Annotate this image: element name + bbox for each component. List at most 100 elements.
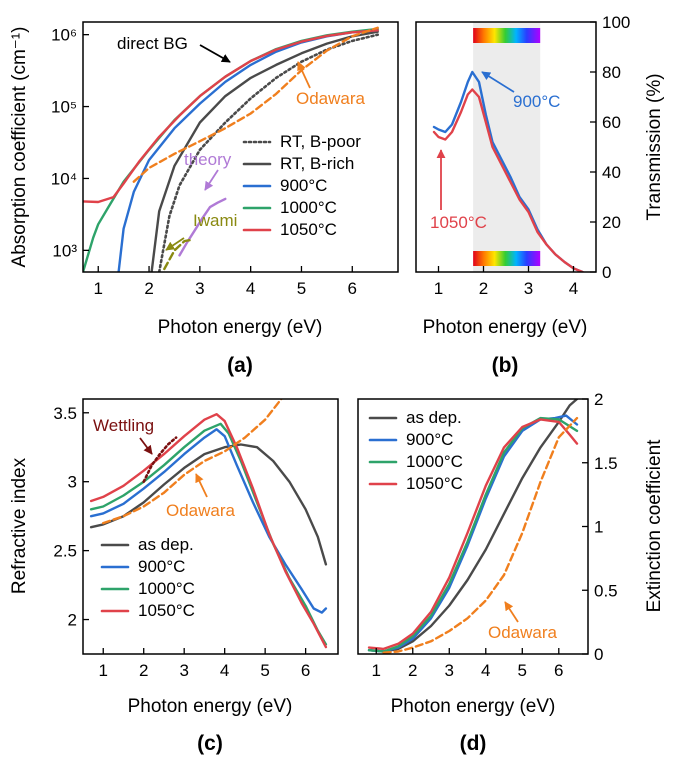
legend-label: 1000°C (280, 198, 337, 217)
series-a-c900 (117, 29, 379, 272)
xtick-label: 5 (518, 661, 527, 680)
xtick-label: 4 (246, 279, 255, 298)
panel-c-series (89, 399, 328, 649)
panel-a: 1 2 3 4 5 6 10³ 10⁴ 10⁵ 10⁶ Photon energy (eV) Ab… (9, 21, 399, 377)
ytick-label: 0.5 (594, 581, 618, 600)
series-c-odawara (101, 399, 283, 525)
ytick-label: 10³ (52, 241, 77, 260)
ytick-label: 1.5 (594, 454, 618, 473)
panel-b-xlabel: Photon energy (eV) (423, 317, 588, 338)
series-b-c1050 (432, 88, 584, 272)
arrow-900c-b (481, 71, 515, 93)
series-a-theory (178, 197, 227, 257)
xtick-label: 1 (372, 661, 381, 680)
series-c-wettling (142, 436, 178, 484)
series-c-c1000 (89, 422, 328, 646)
arrow-iwami (165, 237, 185, 251)
panel-c-frame (82, 398, 339, 655)
legend-label: 1050°C (280, 220, 337, 239)
ytick-label: 60 (602, 113, 621, 132)
ytick-label: 1 (594, 518, 603, 537)
legend-label: 1000°C (406, 452, 463, 471)
ytick-label: 2.5 (53, 542, 77, 561)
panel-c-ticks: 1 2 3 4 5 6 2 2.5 3 3.5 (53, 404, 310, 680)
panel-c: 1 2 3 4 5 6 2 2.5 3 3.5 Photon energy (eV) Refrac… (9, 398, 339, 755)
series-c-c900 (89, 428, 328, 614)
series-d-as_dep (367, 399, 579, 653)
legend-label: RT, B-rich (280, 154, 354, 173)
annotation-wettling: Wettling (93, 416, 154, 435)
ytick-label: 10⁶ (51, 26, 77, 45)
panel-d-ylabel: Extinction coefficient (644, 439, 665, 613)
xtick-label: 2 (139, 661, 148, 680)
xtick-label: 3 (445, 661, 454, 680)
series-d-c900 (367, 414, 579, 653)
annotation-odawara-d: Odawara (488, 623, 558, 642)
annotation-theory: theory (184, 150, 232, 169)
legend-label: RT, B-poor (280, 132, 361, 151)
legend-label: 900°C (280, 176, 327, 195)
ytick-label: 0 (594, 645, 603, 664)
series-d-c1050 (367, 418, 579, 651)
legend-label: 1000°C (138, 579, 195, 598)
xtick-label: 6 (554, 661, 563, 680)
legend-label: 1050°C (406, 474, 463, 493)
ytick-label: 80 (602, 63, 621, 82)
xtick-label: 6 (301, 661, 310, 680)
xtick-label: 4 (481, 661, 490, 680)
panel-d: 1 2 3 4 5 6 0 0.5 1 1.5 2 Photon energy (eV) Extin… (357, 390, 665, 755)
series-a-odawara (132, 26, 379, 183)
annotation-direct-bg: direct BG (117, 34, 188, 53)
arrow-odawara-c (195, 473, 208, 498)
panel-a-xlabel: Photon energy (eV) (158, 317, 323, 338)
xtick-label: 5 (297, 279, 306, 298)
xtick-label: 1 (434, 279, 443, 298)
xtick-label: 1 (94, 279, 103, 298)
xtick-label: 1 (99, 661, 108, 680)
ytick-label: 10⁴ (51, 169, 77, 188)
arrow-wettling (139, 437, 153, 455)
visible-band (473, 22, 541, 272)
panel-a-legend: RT, B-poor RT, B-rich 900°C 1000°C 1050°C (242, 132, 361, 239)
xtick-label: 3 (179, 661, 188, 680)
ytick-label: 3.5 (53, 404, 77, 423)
xtick-label: 5 (260, 661, 269, 680)
panel-a-ticks: 1 2 3 4 5 6 10³ 10⁴ 10⁵ 10⁶ (51, 26, 357, 298)
ytick-label: 10⁵ (51, 98, 77, 117)
panel-d-ticks: 1 2 3 4 5 6 0 0.5 1 1.5 2 (372, 390, 618, 680)
panel-b-label: (b) (492, 354, 519, 377)
ytick-label: 100 (602, 13, 630, 32)
series-d-odawara (382, 416, 579, 654)
panel-c-legend: as dep. 900°C 1000°C 1050°C (100, 535, 195, 620)
annotation-odawara-a: Odawara (296, 89, 366, 108)
annotation-900c-b: 900°C (513, 92, 560, 111)
xtick-label: 4 (569, 279, 578, 298)
xtick-label: 3 (524, 279, 533, 298)
arrow-theory (204, 169, 219, 191)
xtick-label: 3 (195, 279, 204, 298)
arrow-odawara-d (504, 601, 519, 623)
xtick-label: 2 (408, 661, 417, 680)
ytick-label: 2 (594, 390, 603, 409)
panel-d-legend: as dep. 900°C 1000°C 1050°C (368, 408, 463, 493)
annotation-iwami: Iwami (193, 211, 237, 230)
legend-label: 900°C (406, 430, 453, 449)
ytick-label: 2 (68, 611, 77, 630)
annotation-1050c-b: 1050°C (430, 213, 487, 232)
legend-label: as dep. (406, 408, 462, 427)
legend-label: as dep. (138, 535, 194, 554)
ytick-label: 3 (68, 473, 77, 492)
panel-d-series (367, 399, 579, 654)
panel-a-series (83, 26, 380, 272)
arrow-odawara-a (297, 61, 311, 89)
panel-d-xlabel: Photon energy (eV) (391, 696, 556, 717)
panel-c-xlabel: Photon energy (eV) (128, 696, 293, 717)
legend-label: 1050°C (138, 601, 195, 620)
annotation-odawara-c: Odawara (166, 501, 236, 520)
panel-b-ylabel: Transmission (%) (644, 73, 665, 220)
ytick-label: 40 (602, 163, 621, 182)
arrow-direct-bg (199, 44, 231, 63)
